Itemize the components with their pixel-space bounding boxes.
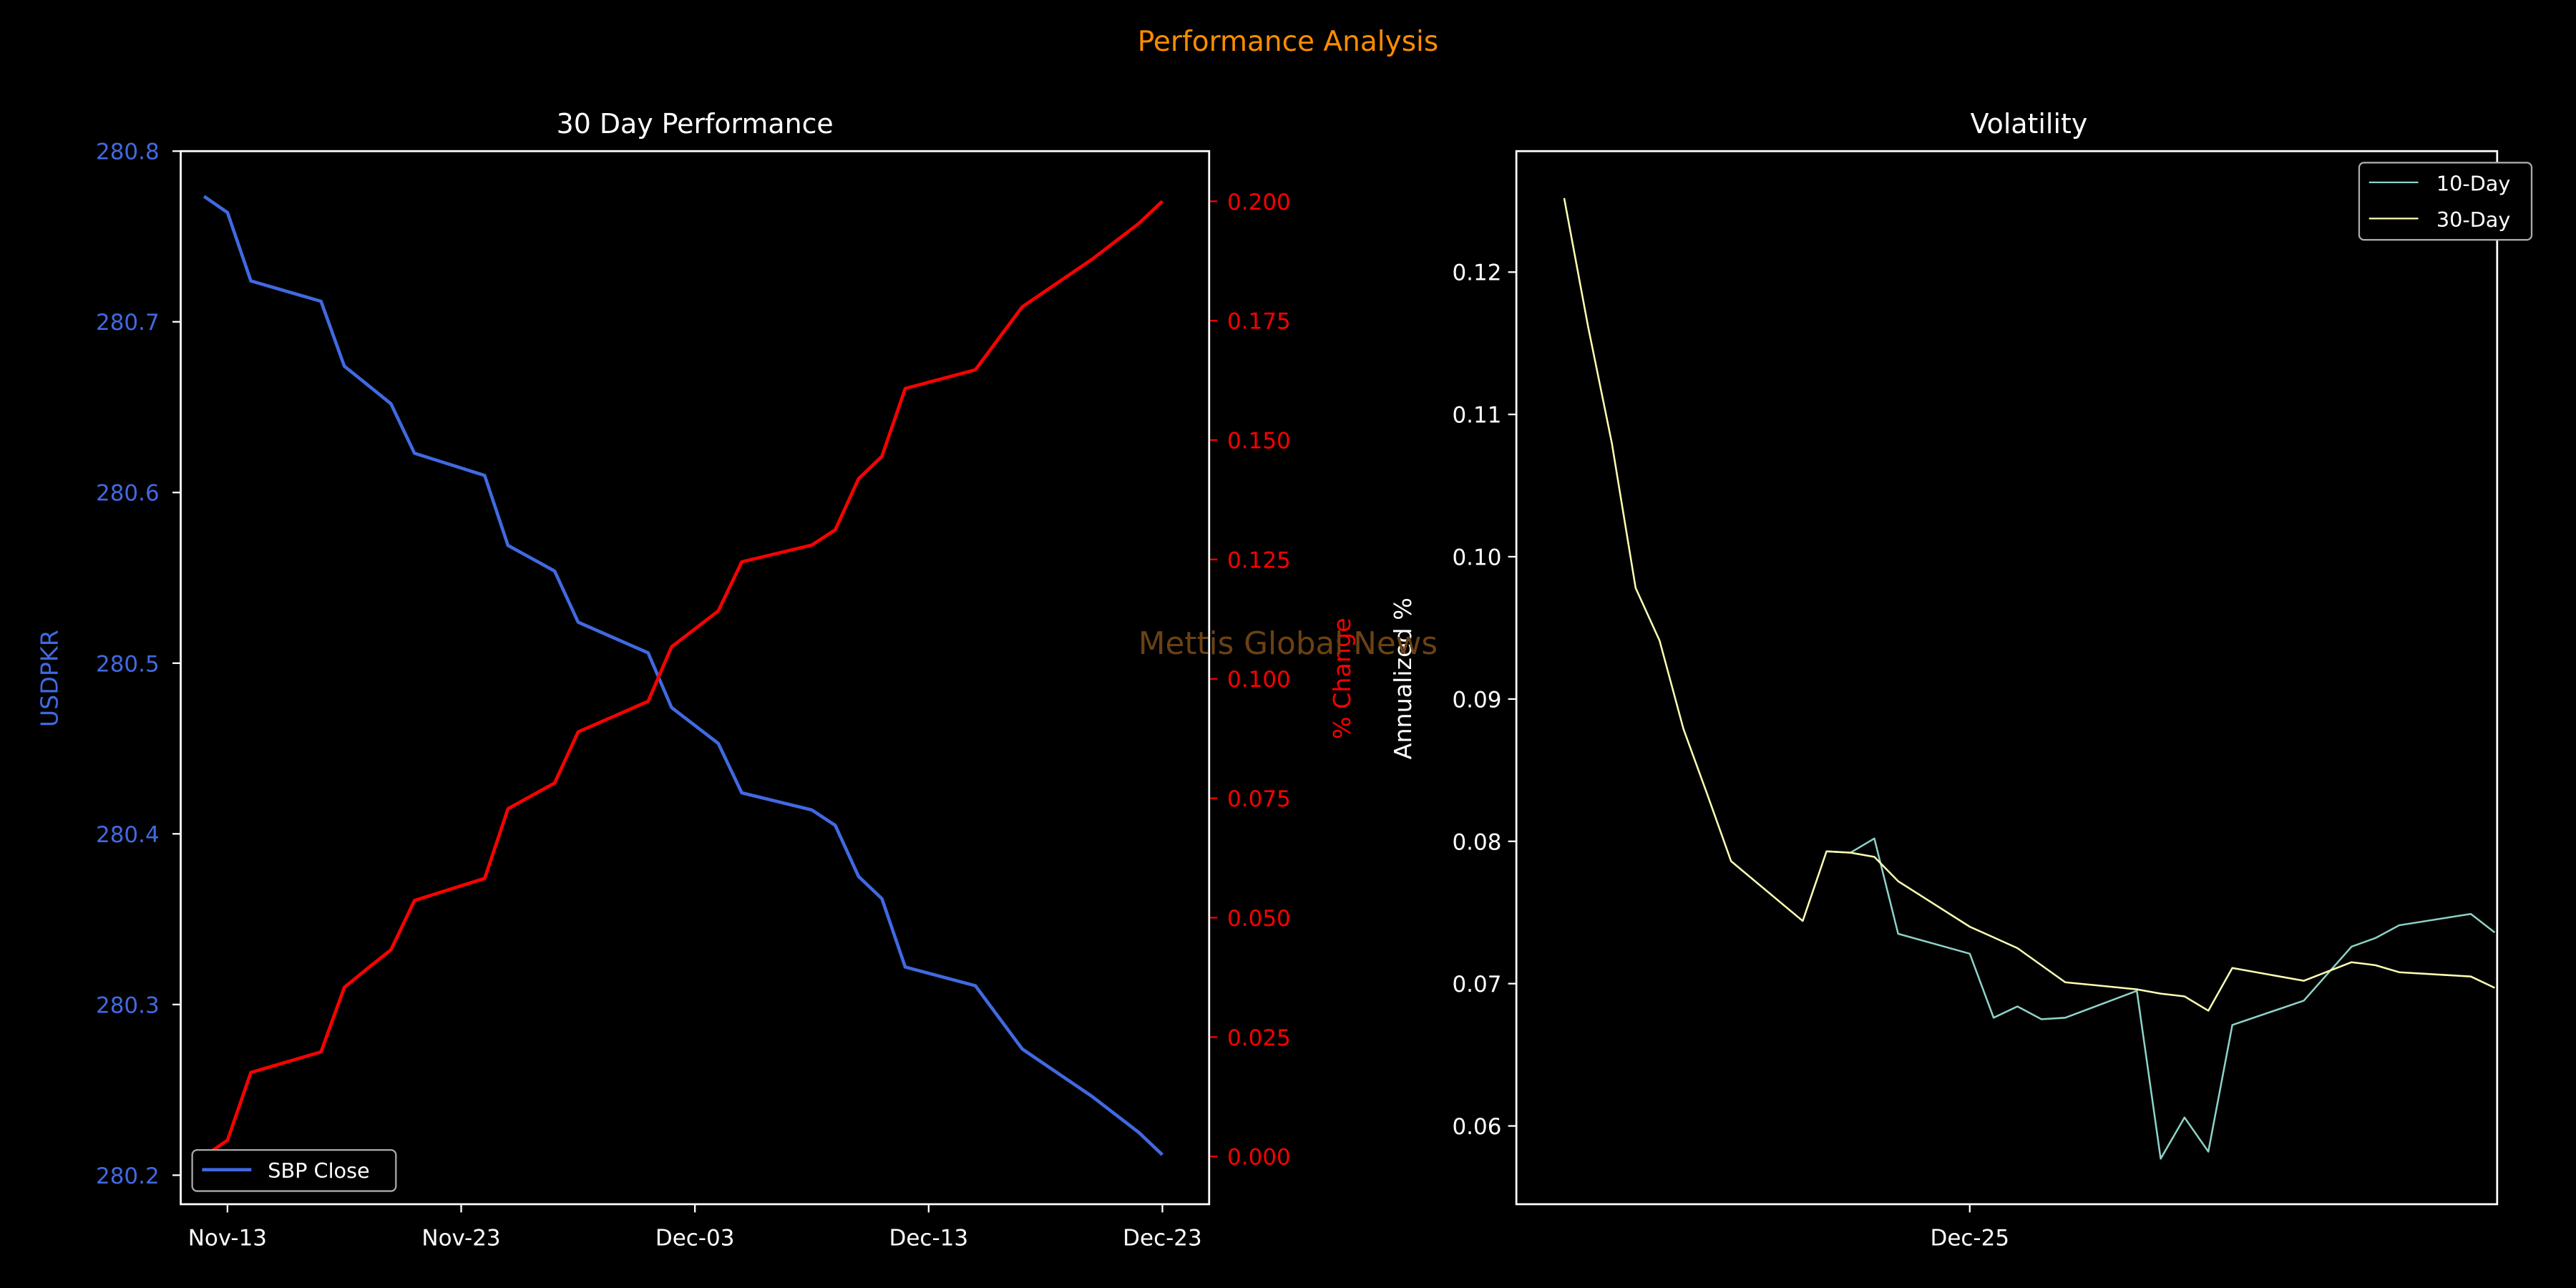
performance-chart-lines <box>203 195 1163 1158</box>
y-tick-label: 0.11 <box>1452 403 1501 429</box>
y-tick-label: 0.07 <box>1452 972 1501 997</box>
pct-change-axis-label: % Change <box>1328 618 1356 739</box>
pct-change-line <box>203 200 1163 1158</box>
usdpkr-axis-label: USDPKR <box>35 630 63 727</box>
figure-title: Performance Analysis <box>1138 26 1438 58</box>
y-tick-label: 0.10 <box>1452 545 1501 571</box>
y-tick-label: 280.7 <box>96 310 160 336</box>
sbp-close-line <box>203 195 1163 1156</box>
y-tick-label: 0.09 <box>1452 687 1501 713</box>
annualized-axis-label: Annualized % <box>1389 597 1417 759</box>
performance-chart-title: 30 Day Performance <box>557 108 834 140</box>
volatility-chart-frame <box>1515 150 2499 1206</box>
x-tick-label: Dec-23 <box>1123 1225 1202 1251</box>
y-tick-label: 280.5 <box>96 651 160 677</box>
y2-tick-label: 0.150 <box>1227 428 1291 454</box>
performance-chart-ticks: Nov-13 Nov-23 Dec-03 Dec-13 Dec-23 280.2 280.3… <box>96 140 1291 1252</box>
volatility-chart-lines <box>1563 197 2496 1160</box>
x-tick-label: Dec-03 <box>655 1225 735 1251</box>
y-tick-label: 280.6 <box>96 481 160 507</box>
y-tick-label: 280.8 <box>96 140 160 165</box>
y-tick-label: 0.06 <box>1452 1114 1501 1140</box>
legend-10-day-label: 10-Day <box>2436 171 2511 195</box>
volatility-chart: Volatility Annualized % Dec-25 0.06 0.07 0.… <box>1389 108 2533 1252</box>
legend-box <box>191 1148 397 1192</box>
x-tick-label: Nov-13 <box>188 1225 267 1251</box>
x-tick-label: Dec-13 <box>889 1225 969 1251</box>
y2-tick-label: 0.125 <box>1227 547 1291 573</box>
y2-tick-label: 0.175 <box>1227 309 1291 335</box>
y-tick-label: 0.08 <box>1452 829 1501 855</box>
y2-tick-label: 0.100 <box>1227 667 1291 693</box>
thirty-day-volatility-line <box>1563 197 2495 1012</box>
x-tick-label: Nov-23 <box>421 1225 500 1251</box>
volatility-legend: 10-Day 30-Day <box>2358 162 2533 241</box>
y-tick-label: 280.4 <box>96 822 160 848</box>
legend-30-day-label: 30-Day <box>2436 208 2511 232</box>
legend-sbp-close-label: SBP Close <box>268 1158 369 1183</box>
x-tick-label: Dec-25 <box>1930 1225 2009 1251</box>
y2-tick-label: 0.075 <box>1227 786 1291 812</box>
y-tick-label: 280.3 <box>96 992 160 1018</box>
y2-tick-label: 0.000 <box>1227 1145 1291 1171</box>
y-tick-label: 0.12 <box>1452 260 1501 286</box>
performance-chart-frame <box>180 150 1211 1206</box>
y2-tick-label: 0.050 <box>1227 906 1291 932</box>
watermark-text: Mettis Global News <box>1138 626 1438 662</box>
y2-tick-label: 0.025 <box>1227 1025 1291 1051</box>
performance-legend: SBP Close <box>191 1148 397 1192</box>
performance-chart: 30 Day Performance USDPKR % Change Nov-1… <box>35 108 1356 1251</box>
y-tick-label: 280.2 <box>96 1163 160 1189</box>
volatility-chart-ticks: Dec-25 0.06 0.07 0.08 0.09 0.10 0.11 0.12 <box>1452 260 2009 1252</box>
ten-day-volatility-line <box>1826 837 2496 1160</box>
y2-tick-label: 0.200 <box>1227 190 1291 215</box>
volatility-chart-title: Volatility <box>1971 108 2088 140</box>
